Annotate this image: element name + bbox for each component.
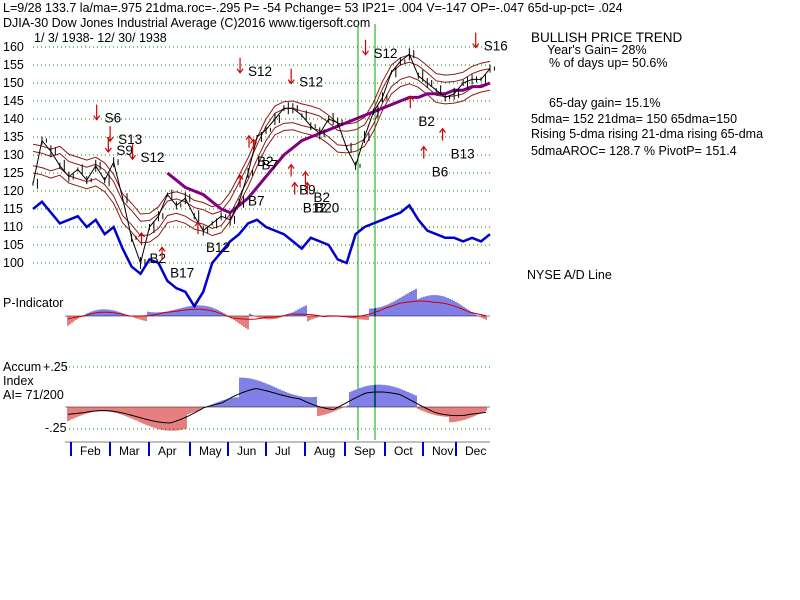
month-label-oct: Oct bbox=[394, 444, 413, 458]
signal-s13: S13 bbox=[118, 132, 142, 147]
nyse-ad-line bbox=[32, 200, 491, 309]
signal-b7: B7 bbox=[262, 157, 279, 172]
accum-label: Accum bbox=[3, 360, 41, 374]
signal-s16: S16 bbox=[484, 39, 508, 54]
years-gain: Year's Gain= 28% bbox=[547, 43, 647, 57]
signal-b2: B2 bbox=[257, 154, 274, 169]
y-tick-125: 125 bbox=[3, 166, 24, 180]
date-range: 1/ 3/ 1938- 12/ 30/ 1938 bbox=[34, 31, 167, 45]
rising-dmas: Rising 5-dma rising 21-dma rising 65-dma bbox=[531, 127, 763, 141]
buy-arrow-head bbox=[287, 163, 295, 169]
days-up: % of days up= 50.6% bbox=[549, 56, 667, 70]
buy-arrow-head bbox=[439, 127, 447, 133]
y-axis-labels: 160 155 150 145 140 135 130 125 120 115 110 105 100 bbox=[3, 40, 24, 270]
ma65-line bbox=[166, 81, 491, 215]
header-stats: L=9/28 133.7 la/ma=.975 21dma.roc=-.295 … bbox=[3, 1, 623, 15]
accum-histogram bbox=[67, 377, 487, 431]
buy-arrow-head bbox=[245, 134, 253, 141]
signal-s6: S6 bbox=[105, 111, 122, 126]
signal-s9: S9 bbox=[116, 143, 133, 158]
sell-arrow-head bbox=[104, 147, 112, 153]
month-label-may: May bbox=[199, 444, 222, 458]
nyse-ad-label: NYSE A/D Line bbox=[527, 268, 612, 282]
y-tick-150: 150 bbox=[3, 76, 24, 90]
price-bars bbox=[32, 48, 495, 269]
signal-b2: B2 bbox=[313, 190, 330, 205]
y-tick-130: 130 bbox=[3, 148, 24, 162]
month-label-jun: Jun bbox=[237, 444, 256, 458]
buy-arrow-head bbox=[406, 95, 414, 101]
signal-s12: S12 bbox=[141, 150, 165, 165]
y-tick-120: 120 bbox=[3, 184, 24, 198]
ai-value: AI= 71/200 bbox=[3, 388, 64, 402]
signal-b17: B17 bbox=[170, 265, 194, 280]
sell-arrow-head bbox=[287, 79, 295, 85]
month-label-nov: Nov bbox=[432, 444, 453, 458]
accum-plus-level: +.25 bbox=[43, 360, 68, 374]
buy-arrow-head bbox=[303, 181, 311, 187]
month-label-dec: Dec bbox=[465, 444, 486, 458]
y-tick-160: 160 bbox=[3, 40, 24, 54]
buy-arrow-head bbox=[194, 221, 202, 227]
y-tick-135: 135 bbox=[3, 130, 24, 144]
month-label-mar: Mar bbox=[119, 444, 140, 458]
band-lower-outer bbox=[32, 83, 491, 244]
buy-arrow-head bbox=[291, 181, 299, 187]
signal-b7: B7 bbox=[248, 193, 265, 208]
sell-arrow-head bbox=[93, 115, 101, 121]
buy-arrow-head bbox=[236, 174, 244, 180]
p-indicator-label: P-Indicator bbox=[3, 296, 63, 310]
month-label-jul: Jul bbox=[275, 444, 290, 458]
signal-b2: B2 bbox=[149, 251, 166, 266]
aroc-pivot: 5dmaAROC= 128.7 % PivotP= 151.4 bbox=[531, 144, 737, 158]
y-tick-140: 140 bbox=[3, 112, 24, 126]
month-label-sep: Sep bbox=[354, 444, 376, 458]
p-indicator-ma bbox=[67, 300, 487, 320]
y-tick-155: 155 bbox=[3, 58, 24, 72]
index-label: Index bbox=[3, 374, 34, 388]
sell-arrow-head bbox=[472, 43, 480, 49]
accum-ma bbox=[67, 387, 487, 424]
signal-b2: B2 bbox=[418, 114, 435, 129]
signal-b13: B13 bbox=[451, 147, 475, 162]
signal-b20: B20 bbox=[315, 201, 339, 216]
dma-values: 5dma= 152 21dma= 150 65dma=150 bbox=[531, 112, 737, 126]
signal-b6: B6 bbox=[432, 165, 449, 180]
month-label-aug: Aug bbox=[314, 444, 335, 458]
y-tick-100: 100 bbox=[3, 256, 24, 270]
sell-arrow-head bbox=[236, 68, 244, 74]
buy-arrow-head bbox=[158, 246, 166, 252]
signal-s12: S12 bbox=[374, 46, 398, 61]
y-tick-110: 110 bbox=[3, 220, 23, 234]
sell-arrow-head bbox=[362, 50, 369, 56]
signal-b12: B12 bbox=[303, 201, 327, 216]
signal-s12: S12 bbox=[299, 75, 323, 90]
month-label-feb: Feb bbox=[80, 444, 101, 458]
band-lower-inner bbox=[32, 75, 491, 237]
signal-s12: S12 bbox=[248, 64, 272, 79]
buy-arrow-head bbox=[420, 145, 428, 151]
buy-arrow-head bbox=[250, 138, 257, 144]
buy-arrow-head bbox=[301, 170, 309, 177]
trend-label: BULLISH PRICE TREND bbox=[531, 30, 683, 45]
y-tick-145: 145 bbox=[3, 94, 24, 108]
gain-65day: 65-day gain= 15.1% bbox=[549, 96, 661, 110]
sell-arrow-head bbox=[129, 154, 137, 161]
buy-arrow-head bbox=[138, 232, 145, 238]
chart-title: DJIA-30 Dow Jones Industrial Average (C)… bbox=[3, 16, 370, 30]
month-label-apr: Apr bbox=[158, 444, 177, 458]
signal-b12: B12 bbox=[206, 240, 230, 255]
month-axis: Feb Mar Apr May Jun Jul Aug Sep Oct Nov Dec bbox=[65, 441, 490, 458]
accum-minus-level: -.25 bbox=[45, 421, 67, 435]
y-tick-115: 115 bbox=[3, 202, 23, 216]
y-tick-105: 105 bbox=[3, 238, 24, 252]
